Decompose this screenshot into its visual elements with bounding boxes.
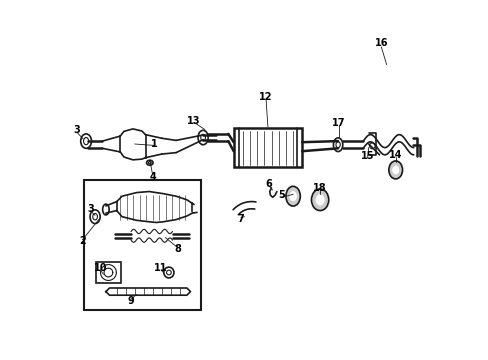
Ellipse shape bbox=[289, 192, 296, 201]
Text: 18: 18 bbox=[313, 183, 326, 193]
Text: 11: 11 bbox=[154, 263, 167, 273]
Text: 17: 17 bbox=[331, 118, 345, 128]
Text: 8: 8 bbox=[174, 244, 181, 254]
Ellipse shape bbox=[316, 195, 324, 205]
Ellipse shape bbox=[285, 186, 300, 206]
Ellipse shape bbox=[146, 160, 153, 165]
Text: 9: 9 bbox=[127, 296, 134, 306]
Text: 7: 7 bbox=[237, 214, 244, 224]
Bar bbox=[96, 262, 121, 283]
Bar bbox=[233, 128, 302, 167]
Text: 2: 2 bbox=[79, 236, 86, 246]
Text: 6: 6 bbox=[265, 179, 272, 189]
Text: 3: 3 bbox=[87, 204, 94, 214]
Text: 5: 5 bbox=[277, 190, 284, 200]
Bar bbox=[84, 180, 201, 310]
Text: 3: 3 bbox=[74, 125, 81, 135]
Text: 4: 4 bbox=[149, 172, 156, 182]
Ellipse shape bbox=[311, 189, 328, 211]
Ellipse shape bbox=[388, 161, 402, 179]
Text: 12: 12 bbox=[259, 92, 272, 102]
Text: 15: 15 bbox=[360, 150, 374, 161]
Text: 14: 14 bbox=[388, 150, 402, 160]
Polygon shape bbox=[117, 192, 192, 222]
Polygon shape bbox=[120, 129, 145, 160]
Text: 10: 10 bbox=[94, 263, 107, 273]
Text: 16: 16 bbox=[374, 38, 387, 48]
Text: 13: 13 bbox=[187, 116, 201, 126]
Text: 1: 1 bbox=[151, 139, 158, 149]
Polygon shape bbox=[106, 288, 190, 295]
Ellipse shape bbox=[392, 166, 398, 174]
